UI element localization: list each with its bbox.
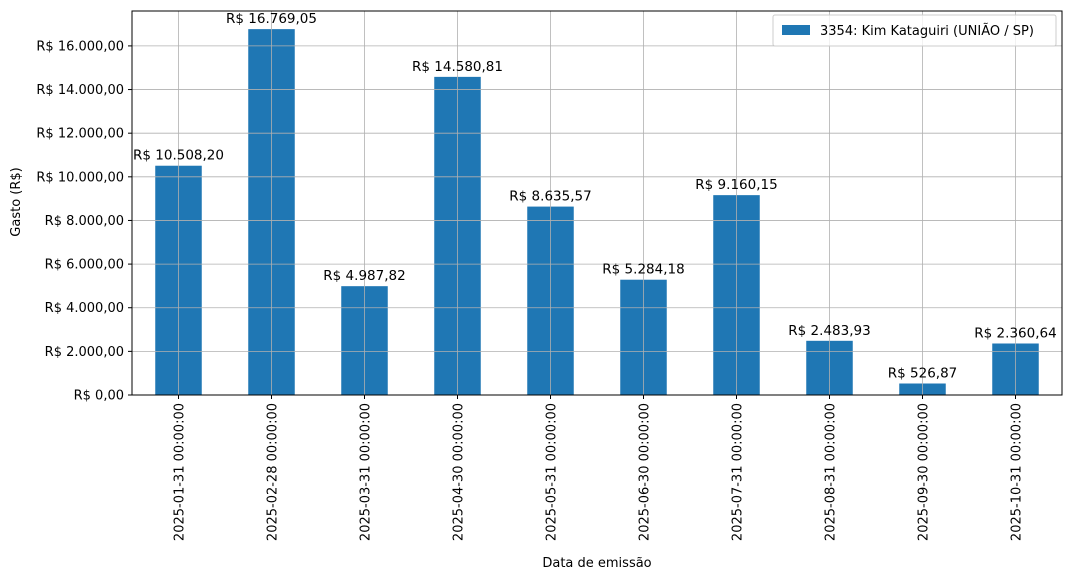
bar-value-label: R$ 9.160,15 xyxy=(695,177,777,193)
x-tick-label: 2025-06-30 00:00:00 xyxy=(638,403,653,541)
bar-value-label: R$ 2.360,64 xyxy=(974,325,1056,341)
y-tick-label: R$ 16.000,00 xyxy=(36,39,124,54)
y-tick-label: R$ 8.000,00 xyxy=(45,214,124,229)
data-labels-group: R$ 10.508,20 R$ 16.769,05 R$ 4.987,82 R$ 14… xyxy=(133,11,1057,381)
x-tick-label: 2025-03-31 00:00:00 xyxy=(359,403,374,541)
y-tick-label: R$ 2.000,00 xyxy=(45,345,124,360)
y-tick-label: R$ 6.000,00 xyxy=(45,258,124,273)
bar-value-label: R$ 16.769,05 xyxy=(226,11,317,27)
plot-frame xyxy=(131,10,1063,396)
legend-label: 3354: Kim Kataguiri (UNIÃO / SP) xyxy=(820,23,1034,39)
y-tick-label: R$ 0,00 xyxy=(74,389,124,404)
legend-swatch xyxy=(782,25,810,35)
x-tick-label: 2025-10-31 00:00:00 xyxy=(1010,403,1025,541)
x-tick-label: 2025-01-31 00:00:00 xyxy=(173,403,188,541)
bar-value-label: R$ 10.508,20 xyxy=(133,148,224,164)
bar-value-label: R$ 14.580,81 xyxy=(412,59,503,75)
legend-frame xyxy=(772,14,1057,47)
y-axis-title: Gasto (R$) xyxy=(9,167,24,236)
bar-value-label: R$ 2.483,93 xyxy=(788,323,870,339)
axes-group: R$ 0,00 R$ 2.000,00 R$ 4.000,00 R$ 6.000,00… xyxy=(36,10,1063,541)
bar-value-label: R$ 8.635,57 xyxy=(509,189,591,205)
x-axis-title: Data de emissão xyxy=(542,556,651,571)
y-tick-label: R$ 4.000,00 xyxy=(45,301,124,316)
x-tick-label: 2025-09-30 00:00:00 xyxy=(917,403,932,541)
x-tick-label: 2025-04-30 00:00:00 xyxy=(452,403,467,541)
bar-value-label: R$ 526,87 xyxy=(888,366,958,382)
y-tick-label: R$ 14.000,00 xyxy=(36,83,124,98)
x-tick-label: 2025-05-31 00:00:00 xyxy=(545,403,560,541)
x-tick-label: 2025-07-31 00:00:00 xyxy=(731,403,746,541)
y-tick-label: R$ 10.000,00 xyxy=(36,170,124,185)
x-tick-label: 2025-08-31 00:00:00 xyxy=(824,403,839,541)
bar-value-label: R$ 5.284,18 xyxy=(602,262,684,278)
y-tick-label: R$ 12.000,00 xyxy=(36,127,124,142)
bar-value-label: R$ 4.987,82 xyxy=(323,268,405,284)
legend: 3354: Kim Kataguiri (UNIÃO / SP) xyxy=(772,14,1057,47)
x-tick-label: 2025-02-28 00:00:00 xyxy=(266,403,281,541)
